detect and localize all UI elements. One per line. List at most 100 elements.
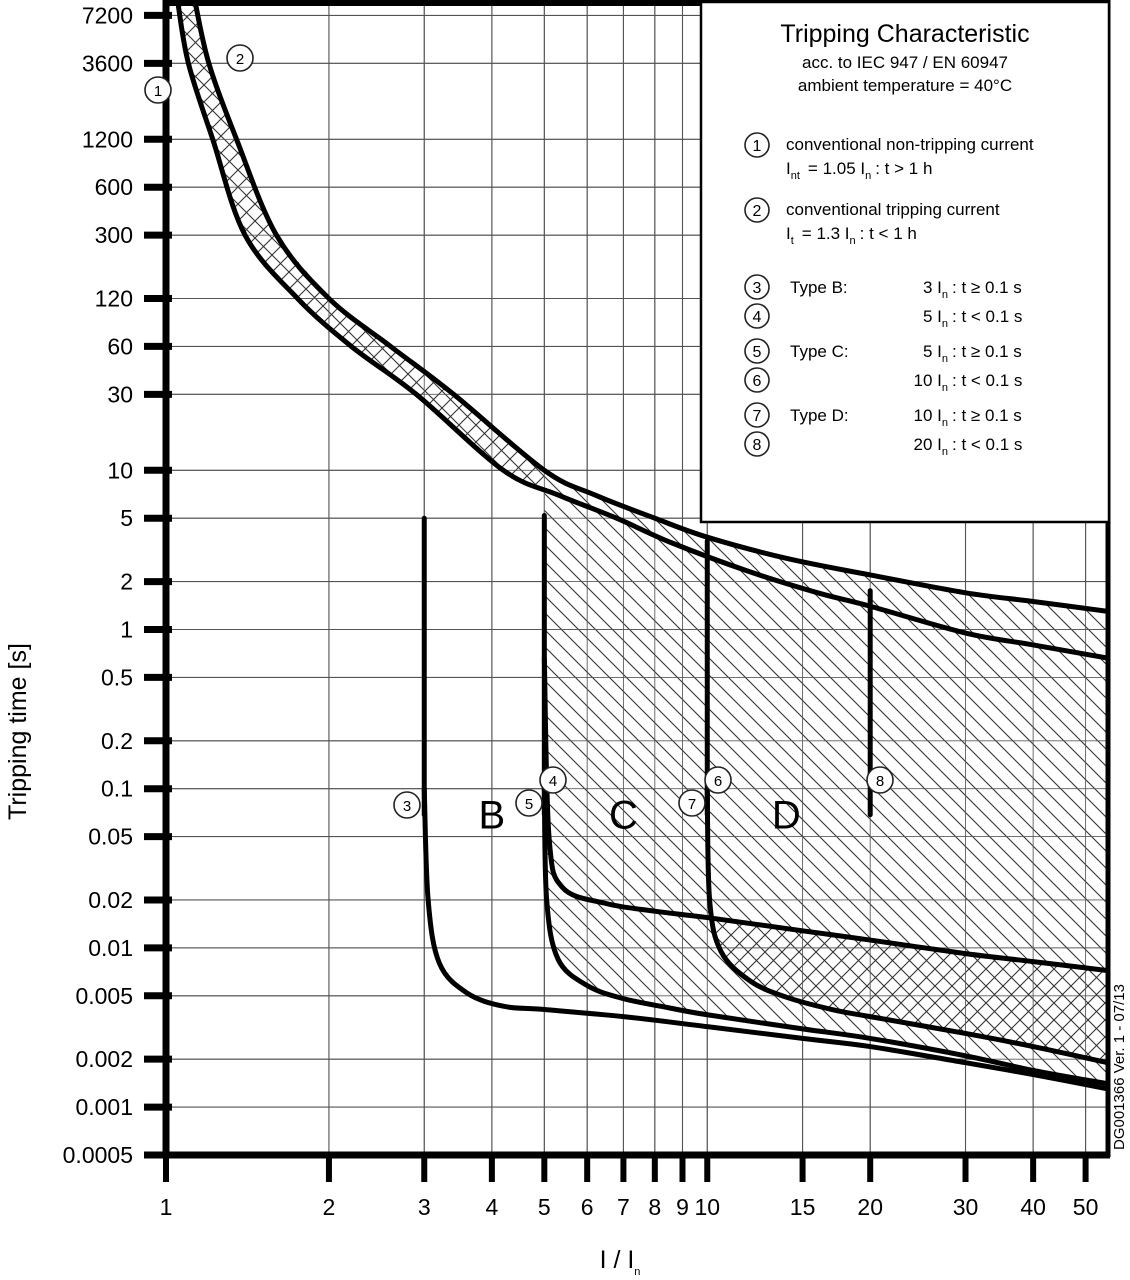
y-tick-label: 0.2 <box>101 728 133 754</box>
legend-type-multiplier: 20 In <box>914 435 948 458</box>
legend-type-multiplier: 5 In <box>923 342 948 365</box>
x-tick-label: 6 <box>581 1194 594 1220</box>
y-tick-label: 1 <box>120 616 133 642</box>
curve-thermal-upper <box>192 0 1108 614</box>
y-tick-label: 600 <box>95 174 133 200</box>
plot-marker-label: 2 <box>236 51 244 68</box>
y-tick-label: 60 <box>107 333 133 359</box>
x-tick-label: 20 <box>857 1194 883 1220</box>
x-tick-label: 30 <box>953 1194 979 1220</box>
y-tick-label: 0.5 <box>101 664 133 690</box>
legend-type-multiplier: 5 In <box>923 307 948 330</box>
plot-marker-label: 7 <box>688 796 696 813</box>
x-tick-label: 40 <box>1020 1194 1046 1220</box>
legend-type-4: 4 5 In: t < 0.1 s <box>744 303 1022 330</box>
legend-entry-text: conventional tripping current <box>786 200 1000 219</box>
x-tick-label: 1 <box>160 1194 173 1220</box>
legend-type-condition: : t ≥ 0.1 s <box>952 342 1022 361</box>
legend-type-3: 3 Type B: 3 In: t ≥ 0.1 s <box>744 274 1022 301</box>
y-tick-label: 0.1 <box>101 776 133 802</box>
y-tick-label: 0.02 <box>88 887 133 913</box>
legend-type-number: 7 <box>753 408 762 425</box>
legend-type-name: Type D: <box>790 406 849 425</box>
grid-horizontal-overlay <box>166 14 1108 1156</box>
legend-type-condition: : t ≥ 0.1 s <box>952 406 1022 425</box>
legend-type-6: 6 10 In: t < 0.1 s <box>744 367 1022 394</box>
legend-type-multiplier: 3 In <box>923 278 948 301</box>
y-axis-title: Tripping time [s] <box>4 643 32 820</box>
x-tick-label: 4 <box>485 1194 498 1220</box>
curve-magnetic-c-lower <box>541 786 1108 1087</box>
x-tick-label: 7 <box>617 1194 630 1220</box>
plot-marker-label: 3 <box>403 798 411 815</box>
legend-entry-number: 2 <box>753 203 762 220</box>
legend-entry-1: 1 conventional non-tripping current Int = 1… <box>744 132 1034 182</box>
x-tick-label: 15 <box>790 1194 816 1220</box>
y-tick-label: 10 <box>107 457 133 483</box>
y-tick-label: 0.001 <box>75 1094 133 1120</box>
legend-type-number: 5 <box>753 344 762 361</box>
plot-marker-3: 3 <box>393 791 421 819</box>
legend-entry-formula: It = 1.3 In: t < 1 h <box>786 224 917 247</box>
plot-marker-label: 4 <box>549 773 557 790</box>
legend-type-8: 8 20 In: t < 0.1 s <box>744 431 1022 458</box>
legend-type-number: 8 <box>753 437 762 454</box>
zone-letters: B C D <box>479 794 801 838</box>
plot-marker-4: 4 <box>539 766 567 794</box>
legend-type-entries: 3 Type B: 3 In: t ≥ 0.1 s4 5 In: t < 0.1 s5… <box>744 274 1022 458</box>
legend-subtitle-2: ambient temperature = 40°C <box>798 76 1012 95</box>
curve-group <box>174 0 1108 1092</box>
y-tick-label: 5 <box>120 505 133 531</box>
y-tick-label: 2 <box>120 569 133 595</box>
legend-type-condition: : t < 0.1 s <box>952 371 1022 390</box>
curve-magnetic-upper <box>541 655 1108 974</box>
legend-type-7: 7 Type D: 10 In: t ≥ 0.1 s <box>744 402 1022 429</box>
y-tick-label: 300 <box>95 222 133 248</box>
y-tick-label: 0.002 <box>75 1046 133 1072</box>
y-tick-label: 3600 <box>82 50 133 76</box>
zone-label-d: D <box>772 794 801 838</box>
lower-crosshatch-area <box>707 788 1108 1063</box>
plot-marker-8: 8 <box>866 766 894 794</box>
y-tick-marks <box>144 11 172 1159</box>
plot-marker-1: 1 <box>144 76 172 104</box>
x-axis-title: I / In <box>600 1246 641 1278</box>
plot-marker-label: 6 <box>714 773 722 790</box>
y-tick-label: 30 <box>107 381 133 407</box>
y-tick-label: 0.01 <box>88 935 133 961</box>
zone-label-b: B <box>479 794 506 838</box>
legend-type-name: Type B: <box>790 278 848 297</box>
curve-magnetic-b-lower <box>421 786 1108 1092</box>
x-tick-label: 10 <box>694 1194 720 1220</box>
x-tick-label: 50 <box>1073 1194 1099 1220</box>
x-tick-label: 9 <box>676 1194 689 1220</box>
type-d-band-area <box>707 571 871 1017</box>
legend-type-condition: : t < 0.1 s <box>952 307 1022 326</box>
plot-marker-label: 8 <box>876 773 884 790</box>
y-tick-label: 120 <box>95 285 133 311</box>
legend-box <box>699 0 1111 524</box>
x-tick-label: 5 <box>538 1194 551 1220</box>
curve-thermal-lower <box>174 0 1108 661</box>
legend-type-name: Type C: <box>790 342 849 361</box>
side-note: DG001366 Ver. 1 - 07/13 <box>1111 984 1128 1150</box>
legend-type-number: 6 <box>753 373 762 390</box>
y-tick-label: 0.005 <box>75 983 133 1009</box>
x-tick-label: 3 <box>418 1194 431 1220</box>
x-tick-label: 8 <box>648 1194 661 1220</box>
legend-entries: 1 conventional non-tripping current Int = 1… <box>744 132 1034 247</box>
legend-subtitle-1: acc. to IEC 947 / EN 60947 <box>802 53 1008 72</box>
legend-type-5: 5 Type C: 5 In: t ≥ 0.1 s <box>744 338 1022 365</box>
y-tick-labels: 7200 3600 1200 600 300 120 60 30 10 5 2 1 0.5 0.2 0.1 0… <box>63 2 133 1168</box>
plot-marker-6: 6 <box>704 766 732 794</box>
legend-type-number: 3 <box>753 280 762 297</box>
plot-marker-label: 5 <box>525 796 533 813</box>
plot-marker-5: 5 <box>515 789 543 817</box>
legend-panel: Tripping Characteristic acc. to IEC 947 … <box>699 0 1111 524</box>
legend-title: Tripping Characteristic <box>780 20 1029 48</box>
plot-marker-7: 7 <box>678 789 706 817</box>
y-tick-label: 0.05 <box>88 824 133 850</box>
